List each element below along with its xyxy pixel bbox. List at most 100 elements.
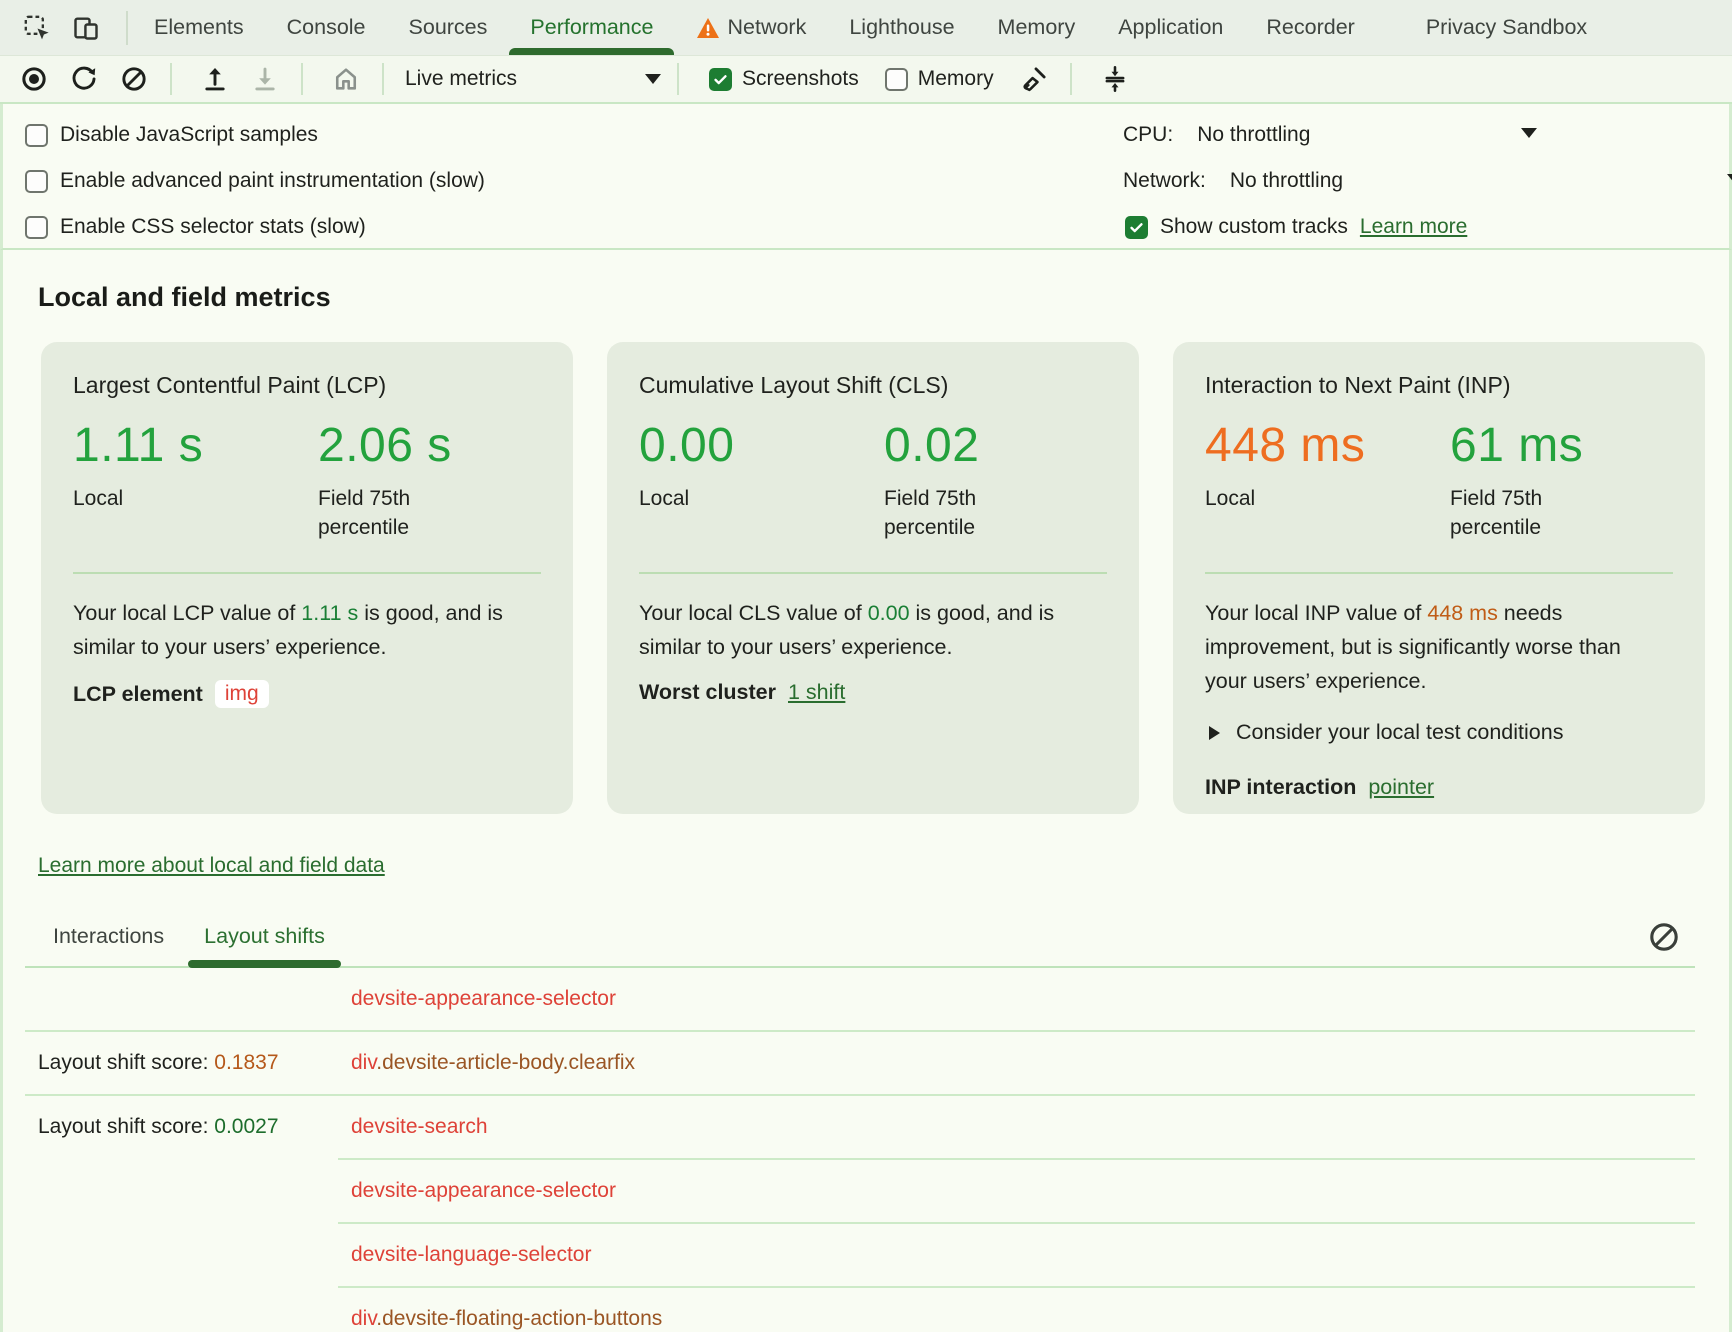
inp-card-title: Interaction to Next Paint (INP) — [1205, 372, 1511, 398]
shift-element-link[interactable]: devsite-language-selector — [351, 1243, 592, 1266]
tab-application[interactable]: Application — [1118, 15, 1224, 39]
toolbar-separator — [170, 63, 172, 95]
screenshots-checkbox[interactable] — [709, 67, 732, 91]
tab-sources[interactable]: Sources — [408, 15, 488, 39]
layout-shift-row: Layout shift score: 0.0027 devsite-searc… — [25, 1096, 1695, 1158]
inp-description: Your local INP value of 448 ms needs imp… — [1205, 601, 1621, 693]
worst-cluster-link[interactable]: 1 shift — [788, 680, 846, 704]
inspect-element-icon[interactable] — [22, 13, 52, 43]
download-profile-icon[interactable] — [251, 65, 279, 93]
tab-interactions[interactable]: Interactions — [53, 923, 165, 948]
setting-disable-js-samples[interactable]: Disable JavaScript samples — [25, 112, 1729, 158]
setting-advanced-paint[interactable]: Enable advanced paint instrumentation (s… — [25, 158, 1729, 204]
gc-broom-icon[interactable] — [1020, 65, 1048, 93]
cls-card: Cumulative Layout Shift (CLS) 0.00 Local… — [607, 342, 1139, 814]
tab-lighthouse[interactable]: Lighthouse — [849, 15, 955, 39]
lcp-local-block: 1.11 s Local — [73, 417, 318, 542]
performance-toolbar: Live metrics Screenshots Memory — [0, 56, 1732, 104]
custom-tracks-checkbox[interactable] — [1125, 215, 1148, 239]
layout-shift-row: devsite-language-selector — [25, 1224, 1695, 1286]
cls-field-value: 0.02 — [884, 419, 980, 472]
chevron-down-icon — [1727, 174, 1732, 184]
layout-shift-row: devsite-appearance-selector — [25, 1160, 1695, 1222]
disable-js-samples-checkbox[interactable] — [25, 123, 48, 147]
upload-profile-icon[interactable] — [201, 65, 229, 93]
lcp-card-title: Largest Contentful Paint (LCP) — [73, 372, 387, 398]
tab-privacy-sandbox[interactable]: Privacy Sandbox — [1425, 15, 1588, 39]
memory-toggle[interactable]: Memory — [884, 67, 994, 91]
shift-element-link[interactable]: devsite-appearance-selector — [351, 987, 616, 1010]
inp-field-value: 61 ms — [1450, 419, 1584, 472]
cpu-throttling-row: CPU: No throttling — [1123, 112, 1723, 158]
memory-checkbox[interactable] — [884, 67, 908, 91]
record-icon[interactable] — [20, 65, 48, 93]
css-selector-stats-checkbox[interactable] — [25, 215, 48, 239]
performance-settings: Disable JavaScript samples Enable advanc… — [0, 104, 1732, 250]
tab-recorder[interactable]: Recorder — [1266, 15, 1355, 39]
lcp-element-link[interactable]: img — [214, 680, 269, 708]
tab-performance[interactable]: Performance — [509, 0, 675, 55]
screenshots-toggle[interactable]: Screenshots — [709, 67, 859, 91]
home-icon[interactable] — [332, 65, 360, 93]
inp-field-block: 61 ms Field 75th percentile — [1450, 417, 1673, 542]
inp-local-value: 448 ms — [1205, 419, 1366, 472]
network-throttling-select[interactable]: No throttling — [1229, 169, 1344, 192]
collapse-panel-icon[interactable] — [1101, 65, 1129, 93]
local-field-data-learn-more-link[interactable]: Learn more about local and field data — [38, 854, 385, 877]
live-metrics-view: Local and field metrics Largest Contentf… — [0, 250, 1732, 1332]
toolbar-separator — [382, 63, 384, 95]
shift-element-link[interactable]: div.devsite-floating-action-buttons — [351, 1307, 663, 1330]
cpu-throttling-select[interactable]: No throttling — [1197, 123, 1311, 146]
clear-log-icon[interactable] — [1647, 920, 1681, 954]
row-divider — [25, 1094, 1695, 1096]
tab-elements[interactable]: Elements — [154, 15, 244, 39]
card-divider — [1205, 572, 1673, 574]
local-test-conditions-disclosure[interactable]: Consider your local test conditions — [1205, 720, 1673, 745]
inp-interaction-link[interactable]: pointer — [1368, 775, 1435, 799]
shift-element-link[interactable]: devsite-appearance-selector — [351, 1179, 616, 1202]
toolbar-separator — [677, 63, 679, 95]
layout-shift-score: Layout shift score: 0.0027 — [38, 1115, 279, 1138]
lcp-field-value: 2.06 s — [318, 419, 452, 472]
tab-layout-shifts[interactable]: Layout shifts — [188, 906, 341, 968]
tab-memory[interactable]: Memory — [997, 15, 1076, 39]
setting-css-selector-stats[interactable]: Enable CSS selector stats (slow) — [25, 204, 1729, 250]
custom-tracks-learn-more-link[interactable]: Learn more — [1359, 215, 1468, 238]
reload-record-icon[interactable] — [70, 65, 98, 93]
panel-mode-select[interactable]: Live metrics — [399, 67, 661, 91]
inp-interaction-row: INP interaction pointer — [1205, 775, 1435, 799]
cpu-label: CPU: — [1123, 123, 1174, 146]
tab-network[interactable]: Network — [696, 0, 806, 55]
tabbar-separator — [126, 10, 128, 45]
layout-shift-row: Layout shift score: 0.1837 div.devsite-a… — [25, 1032, 1695, 1094]
row-divider — [25, 1030, 1695, 1032]
chevron-down-icon — [645, 74, 661, 84]
cls-local-value: 0.00 — [639, 419, 735, 472]
lcp-local-value: 1.11 s — [73, 419, 204, 472]
advanced-paint-checkbox[interactable] — [25, 169, 48, 193]
cls-field-block: 0.02 Field 75th percentile — [884, 417, 1107, 542]
cls-card-title: Cumulative Layout Shift (CLS) — [639, 372, 949, 398]
inp-card: Interaction to Next Paint (INP) 448 ms L… — [1173, 342, 1705, 814]
metric-cards: Largest Contentful Paint (LCP) 1.11 s Lo… — [41, 342, 1729, 814]
warning-icon — [696, 17, 720, 39]
toolbar-separator — [301, 63, 303, 95]
row-divider — [338, 1158, 1695, 1160]
network-throttling-row: Network: No throttling — [1123, 158, 1732, 204]
shift-element-link[interactable]: devsite-search — [351, 1115, 488, 1138]
card-divider — [73, 572, 541, 574]
devtools-tabbar: Elements Console Sources Performance Net… — [0, 0, 1732, 56]
layout-shift-row: div.devsite-floating-action-buttons — [25, 1288, 1695, 1332]
page-title: Local and field metrics — [38, 282, 331, 312]
layout-shift-list: devsite-appearance-selector Layout shift… — [25, 968, 1695, 1332]
device-toolbar-icon[interactable] — [71, 13, 101, 43]
row-divider — [338, 1286, 1695, 1288]
shift-element-link[interactable]: div.devsite-article-body.clearfix — [351, 1051, 636, 1074]
row-divider — [338, 1222, 1695, 1224]
layout-shift-score: Layout shift score: 0.1837 — [38, 1051, 279, 1074]
tab-console[interactable]: Console — [286, 15, 366, 39]
clear-recording-icon[interactable] — [120, 65, 148, 93]
lcp-description: Your local LCP value of 1.11 s is good, … — [73, 601, 503, 659]
chevron-down-icon — [1521, 128, 1537, 138]
cls-worst-cluster-row: Worst cluster 1 shift — [639, 680, 846, 704]
